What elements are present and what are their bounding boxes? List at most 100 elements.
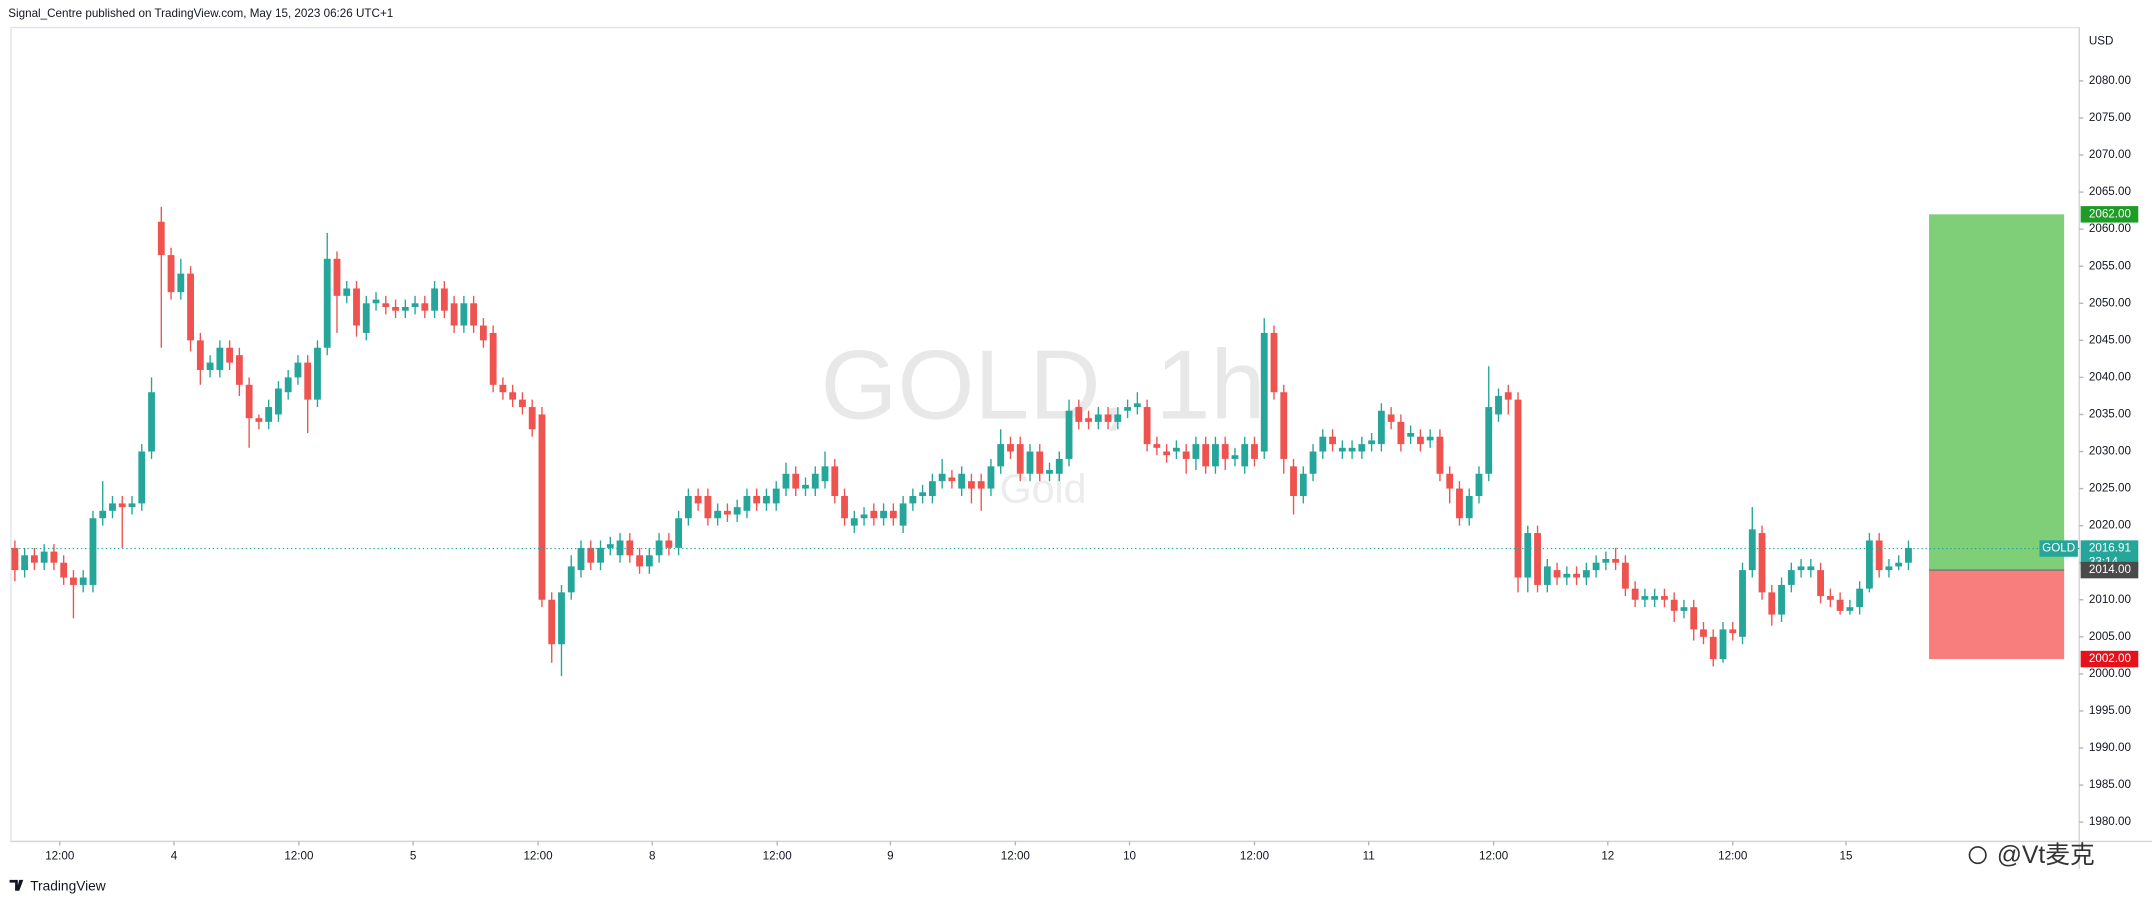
x-tick-label: 12:00 [1479,850,1509,863]
symbol-badge-label: GOLD [2042,542,2075,555]
candle-body [421,303,429,311]
x-tick-label: 12:00 [763,850,793,863]
entry-price-badge [2080,561,2139,579]
candle-body [1114,414,1122,422]
candle-body [1778,584,1785,615]
x-tick-label: 5 [410,850,416,863]
x-tick-label: 12:00 [1001,850,1031,863]
currency-label: USD [2089,34,2114,47]
candle-body [1182,451,1190,459]
candle-body [21,555,29,571]
last-price-label: 2016.91 [2089,542,2131,555]
candle-body [567,566,575,593]
candle-body [1407,432,1415,437]
candle-body [1700,629,1707,637]
candle-body [821,466,829,482]
candle-body [1377,410,1385,445]
candle-body [1748,529,1756,571]
candle-body [958,473,966,489]
profit-zone [1929,214,2065,571]
x-tick-label: 11 [1363,850,1375,863]
candle-body [1582,570,1590,578]
candle-body [60,562,68,578]
candle-body [196,340,204,370]
candle-body [440,288,448,311]
y-tick-label: 2045.00 [2089,333,2132,346]
candle-body [1885,566,1893,571]
candle-body [1290,466,1297,496]
candle-body [1592,562,1600,571]
candle-body [255,418,263,422]
candle-body [587,547,595,563]
candle-body [616,540,624,556]
candle-body [40,551,48,563]
x-tick-label: 12:00 [523,850,553,863]
y-tick-label: 1990.00 [2089,741,2132,754]
candle-body [1621,562,1629,589]
candle-body [1485,407,1493,474]
candle-body [1143,407,1151,445]
candle-body [1436,436,1444,474]
candle-body [118,503,126,508]
candle-body [1504,392,1512,400]
candle-body [1192,444,1200,459]
candle-body [1553,570,1561,578]
y-tick-label: 2025.00 [2089,482,2132,495]
y-tick-label: 2035.00 [2089,408,2132,421]
candle-body [109,503,116,511]
candle-body [870,510,878,519]
candle-body [714,510,722,519]
candle-body [1387,414,1395,422]
candle-body [138,451,146,504]
candle-body [1260,332,1268,452]
candle-body [772,488,780,504]
candle-body [1094,414,1102,422]
candle-body [343,288,351,296]
candle-body [694,495,702,504]
candle-body [1787,570,1795,585]
candle-body [909,495,917,504]
candle-body [1524,533,1532,578]
y-tick-label: 2080.00 [2089,74,2132,87]
candle-body [304,362,312,400]
overlay-watermark: @Vt麦克 [1997,841,2095,869]
candle-body [538,414,546,600]
candle-body [1670,599,1678,611]
candle-body [157,221,165,256]
y-tick-label: 2070.00 [2089,148,2132,161]
candle-body [1758,533,1766,593]
candle-body [1768,592,1776,615]
candle-body [1172,447,1180,452]
candle-body [684,495,692,519]
candle-body [763,495,770,504]
candle-body [597,547,604,563]
y-tick-label: 2075.00 [2089,111,2132,124]
symbol-watermark: GOLD, 1h [821,330,1266,440]
candle-body [948,477,956,482]
candle-body [626,540,634,556]
candle-body [323,258,331,348]
y-tick-label: 2065.00 [2089,185,2132,198]
candle-body [636,555,643,567]
candle-body [997,444,1005,467]
candle-body [431,288,439,311]
candle-body [1826,596,1834,600]
candle-body [70,577,77,585]
y-tick-label: 2055.00 [2089,259,2132,272]
candle-body [1846,607,1854,611]
candle-body [245,384,253,419]
candle-body [1124,407,1132,411]
candle-body [314,347,321,400]
candle-body [1016,444,1024,474]
candle-body [811,473,819,489]
candle-body [519,399,526,408]
candle-body [284,377,292,393]
candle-body [1163,451,1171,456]
candle-body [1153,444,1161,448]
candle-body [1397,421,1405,445]
candle-body [928,481,936,496]
candle-body [216,347,224,370]
branding-logo: TradingView [9,878,106,893]
candle-body [977,481,985,489]
